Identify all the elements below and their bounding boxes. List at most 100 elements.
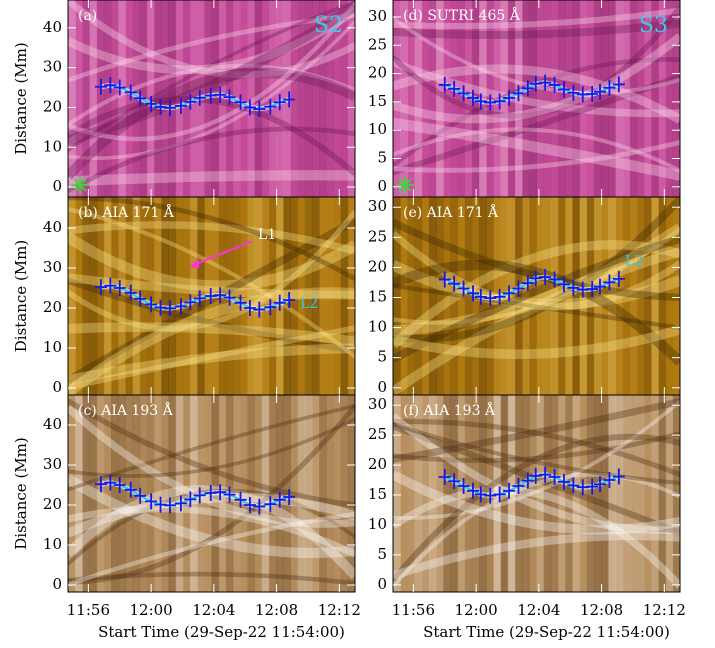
texture-streak (393, 260, 680, 310)
texture (247, 395, 256, 592)
texture (529, 197, 537, 395)
texture (457, 395, 466, 592)
y-tick-label: 20 (368, 455, 387, 473)
data-point (484, 290, 497, 307)
texture (629, 0, 638, 197)
star-marker (73, 178, 87, 192)
texture (536, 197, 545, 395)
texture (261, 0, 270, 197)
texture-streak (393, 127, 680, 173)
texture (254, 0, 263, 197)
data-point (539, 269, 552, 286)
texture (601, 197, 609, 395)
texture (622, 0, 631, 197)
texture (319, 0, 327, 197)
data-point (94, 78, 107, 95)
texture (68, 197, 76, 395)
x-tick-label: 11:56 (392, 601, 435, 619)
texture (82, 395, 91, 592)
texture (414, 395, 423, 592)
texture (601, 0, 609, 197)
x-tick-label: 12:04 (192, 601, 235, 619)
data-point (567, 477, 580, 494)
texture (96, 197, 105, 395)
texture (82, 0, 91, 197)
texture (96, 0, 105, 197)
texture (75, 395, 83, 592)
texture (572, 395, 581, 592)
y-tick-label: 10 (368, 318, 387, 336)
texture (601, 395, 609, 592)
texture-streak (68, 505, 355, 558)
data-point (567, 279, 580, 296)
texture-streak (68, 343, 355, 385)
texture (103, 395, 112, 592)
texture-streak (393, 418, 680, 478)
data-point (283, 489, 296, 505)
y-tick-label: 15 (368, 92, 387, 110)
data-point (113, 280, 126, 296)
data-point (253, 301, 266, 318)
panel-image (393, 197, 680, 395)
texture-streak (393, 413, 680, 534)
texture (443, 197, 451, 395)
texture (529, 0, 537, 197)
data-point (145, 493, 158, 510)
data-point (603, 274, 616, 291)
texture (297, 0, 306, 197)
data-point (548, 271, 561, 288)
texture (450, 395, 459, 592)
texture (629, 395, 638, 592)
y-tick-label: 5 (377, 545, 387, 563)
data-point (512, 280, 525, 297)
texture (558, 0, 566, 197)
texture (326, 395, 334, 592)
panel-title: (a) (78, 8, 97, 24)
y-tick-label: 20 (368, 257, 387, 275)
texture-streak (68, 63, 355, 127)
y-tick-label: 0 (377, 378, 387, 396)
texture (89, 0, 98, 197)
texture-streak (393, 5, 680, 119)
texture (522, 197, 530, 395)
data-point (448, 80, 461, 97)
data-point (484, 487, 497, 504)
texture (247, 197, 256, 395)
y-tick-label: 0 (52, 575, 62, 593)
texture-streak (68, 207, 355, 359)
texture-streak (68, 2, 355, 146)
texture (211, 0, 220, 197)
data-point (193, 487, 206, 504)
data-point (612, 76, 625, 93)
texture (290, 0, 299, 197)
data-point (539, 74, 552, 91)
texture (636, 197, 645, 395)
texture-streak (68, 126, 355, 193)
panel-title: (e) AIA 171 Å (403, 203, 499, 221)
data-point (94, 279, 107, 296)
texture (161, 395, 169, 592)
texture (651, 395, 659, 592)
texture-streak (393, 73, 680, 176)
texture (319, 197, 327, 395)
texture (125, 395, 134, 592)
annotation-arrow (193, 240, 253, 266)
data-point (113, 79, 126, 96)
panel-frame (392, 394, 681, 593)
texture (175, 0, 184, 197)
data-point (503, 89, 516, 106)
texture (450, 197, 459, 395)
texture (536, 0, 545, 197)
y-tick-label: 10 (368, 515, 387, 533)
texture-streak (393, 283, 680, 330)
texture (189, 197, 198, 395)
texture-streak (68, 325, 355, 391)
texture-streak (393, 433, 680, 583)
texture (550, 395, 559, 592)
texture (586, 395, 595, 592)
texture (261, 197, 270, 395)
y-tick-label: 30 (43, 258, 62, 276)
texture-streak (68, 0, 355, 79)
texture-streak (68, 405, 355, 528)
